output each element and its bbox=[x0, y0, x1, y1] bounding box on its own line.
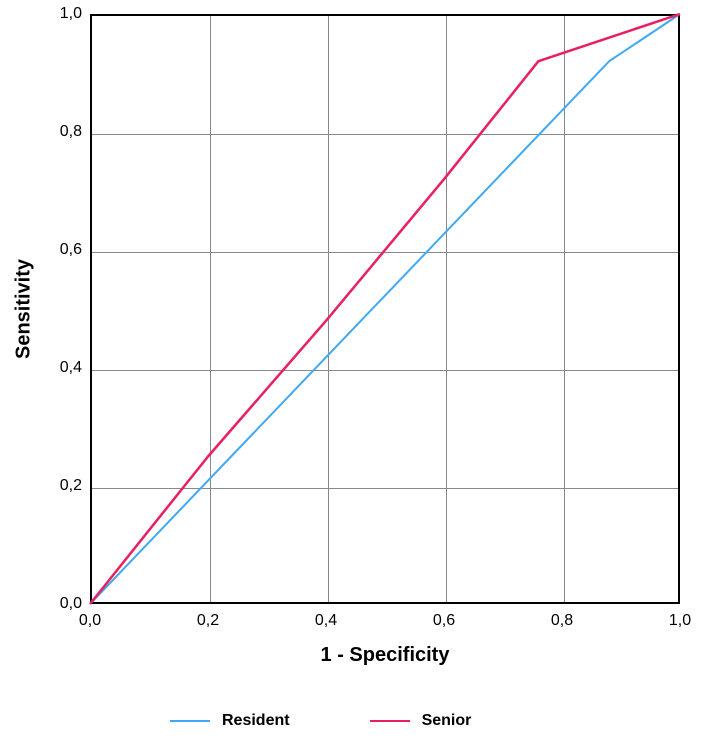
legend-item-resident: Resident bbox=[170, 712, 290, 730]
series-lines bbox=[0, 0, 704, 748]
y-tick-label: 0,0 bbox=[60, 595, 82, 613]
legend-item-senior: Senior bbox=[370, 712, 472, 730]
legend-swatch bbox=[170, 720, 210, 722]
x-tick-label: 0,4 bbox=[315, 612, 337, 630]
y-tick-label: 0,2 bbox=[60, 477, 82, 495]
series-resident bbox=[90, 14, 680, 604]
x-axis-label: 1 - Specificity bbox=[321, 644, 450, 667]
y-tick-label: 0,6 bbox=[60, 241, 82, 259]
legend-label: Senior bbox=[422, 712, 472, 730]
y-axis-label: Sensitivity bbox=[13, 259, 36, 359]
series-senior bbox=[90, 14, 680, 604]
x-tick-label: 0,6 bbox=[433, 612, 455, 630]
y-tick-label: 1,0 bbox=[60, 5, 82, 23]
legend: Resident Senior bbox=[170, 712, 471, 730]
legend-swatch bbox=[370, 720, 410, 722]
y-tick-label: 0,4 bbox=[60, 359, 82, 377]
roc-chart: Sensitivity 1 - Specificity Resident Seni… bbox=[0, 0, 704, 748]
x-tick-label: 1,0 bbox=[669, 612, 691, 630]
y-tick-label: 0,8 bbox=[60, 123, 82, 141]
x-tick-label: 0,8 bbox=[551, 612, 573, 630]
x-tick-label: 0,2 bbox=[197, 612, 219, 630]
x-tick-label: 0,0 bbox=[79, 612, 101, 630]
legend-label: Resident bbox=[222, 712, 290, 730]
